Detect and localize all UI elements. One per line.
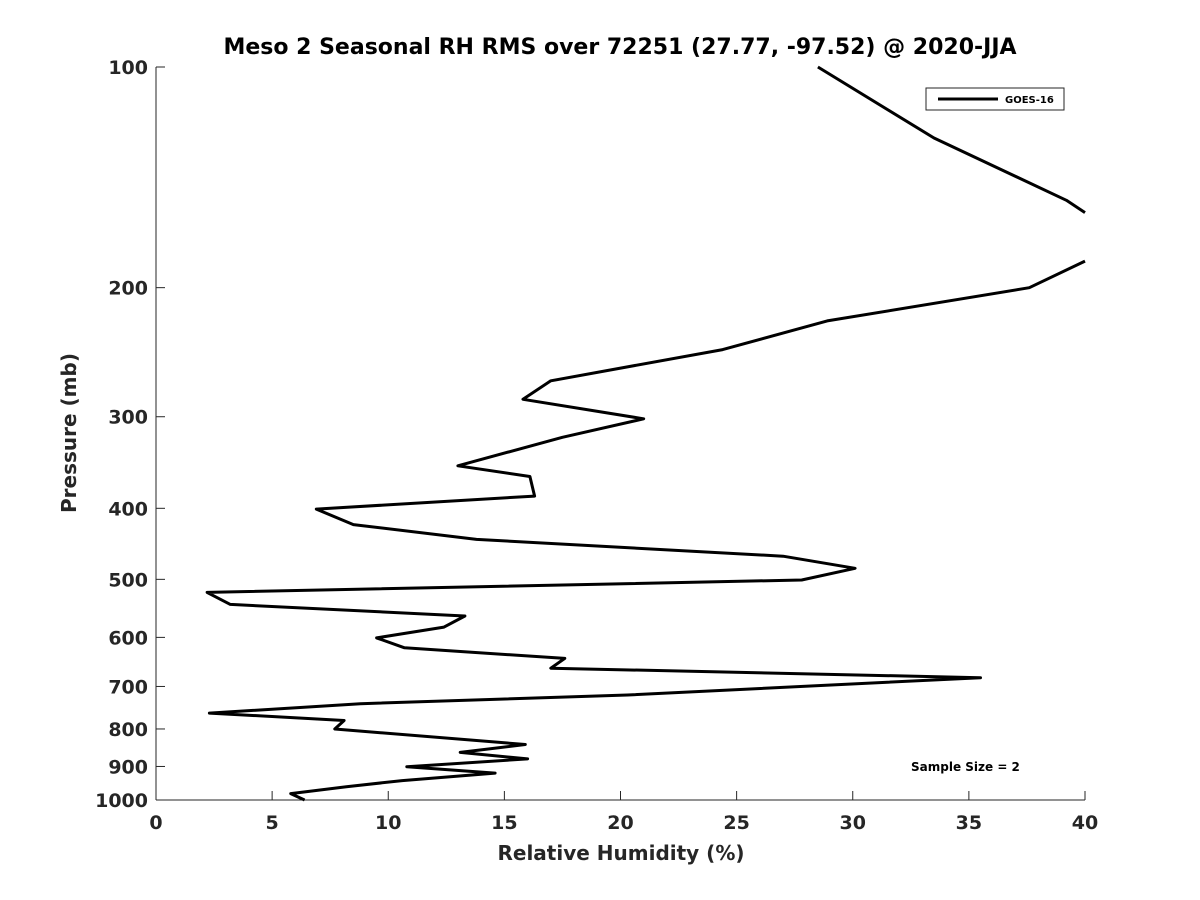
x-axis-label: Relative Humidity (%) [497, 841, 744, 865]
x-tick-label: 40 [1072, 812, 1098, 834]
series-line-goes-16-segment-1 [817, 65, 1086, 214]
x-tick-label: 15 [491, 812, 517, 834]
y-tick-label: 200 [108, 278, 148, 300]
sample-size-annotation: Sample Size = 2 [911, 760, 1020, 774]
x-tick-label: 5 [266, 812, 279, 834]
y-tick-label: 100 [108, 57, 148, 79]
y-tick-label: 800 [108, 719, 148, 741]
legend-label-goes-16: GOES-16 [1005, 95, 1054, 106]
y-tick-label: 900 [108, 756, 148, 778]
x-tick-label: 20 [607, 812, 633, 834]
x-tick-label: 35 [956, 812, 982, 834]
y-tick-label: 500 [108, 569, 148, 591]
x-tick-label: 0 [149, 812, 162, 834]
y-tick-label: 600 [108, 627, 148, 649]
y-tick-label: 300 [108, 407, 148, 429]
axis-ticks: 0 5 10 15 20 25 30 35 40 100 200 300 400 500 600 700 800… [95, 57, 1098, 834]
legend: GOES-16 [925, 87, 1065, 111]
y-tick-label: 700 [108, 676, 148, 698]
y-tick-label: 400 [108, 498, 148, 520]
x-tick-label: 10 [375, 812, 401, 834]
y-tick-label: 1000 [95, 790, 148, 812]
x-tick-label: 25 [723, 812, 749, 834]
series-group [205, 65, 1086, 802]
x-tick-label: 30 [840, 812, 866, 834]
series-line-goes-16-segment-2 [205, 259, 1086, 802]
chart-title: Meso 2 Seasonal RH RMS over 72251 (27.77… [223, 35, 1016, 60]
y-axis-label: Pressure (mb) [57, 353, 81, 513]
plot-area [156, 67, 1085, 800]
